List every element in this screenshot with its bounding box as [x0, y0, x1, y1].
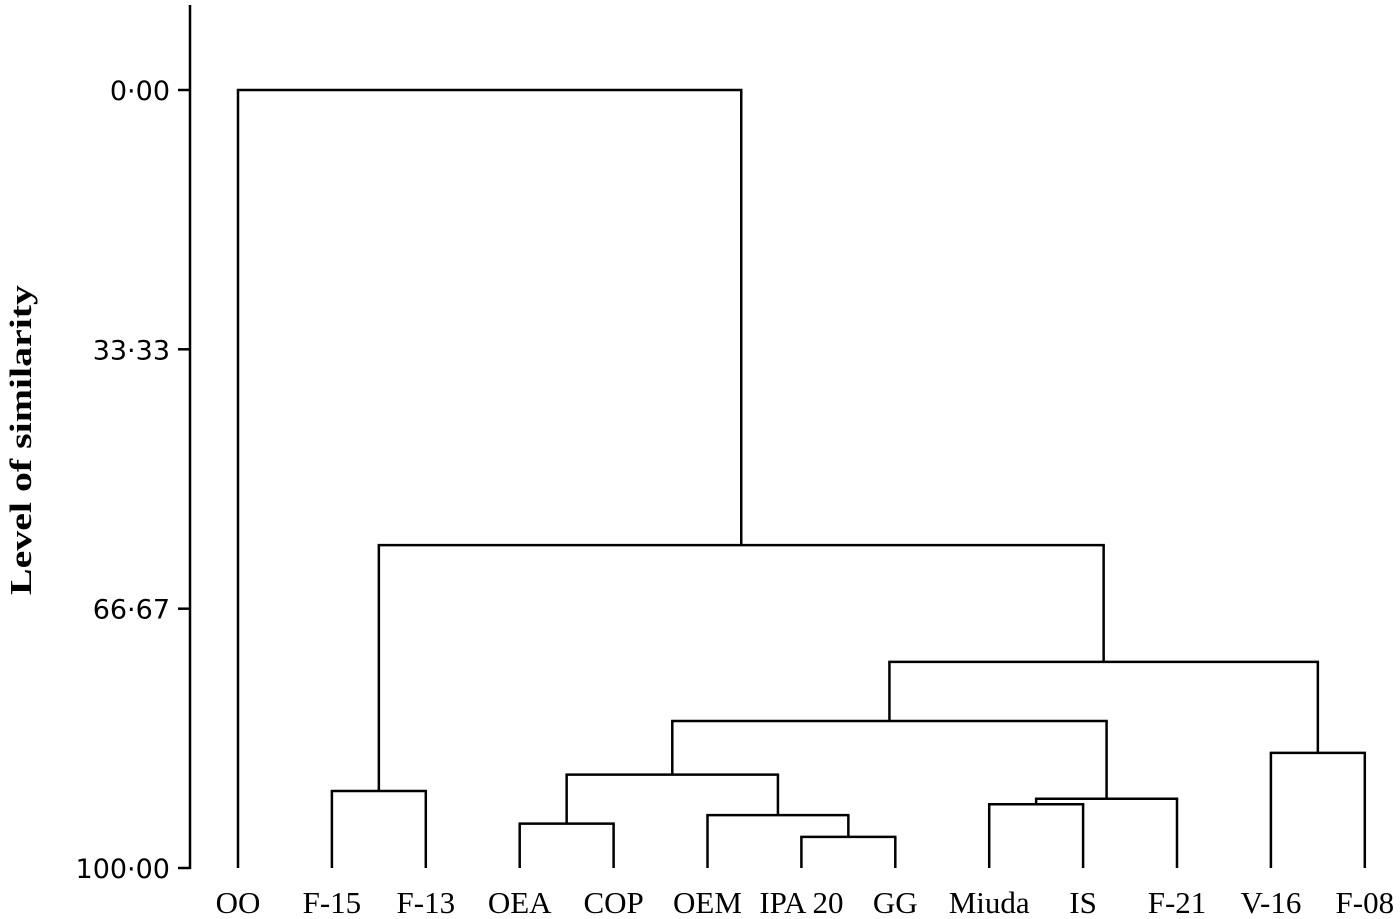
- y-tick-label: 66·67: [93, 595, 170, 626]
- leaf-label: F-15: [303, 885, 362, 919]
- leaf-label: F-21: [1148, 885, 1207, 919]
- leaf-label: Miuda: [949, 885, 1030, 919]
- leaf-label: COP: [583, 885, 643, 919]
- y-tick-label: 33·33: [93, 335, 170, 366]
- leaf-label: IPA 20: [759, 885, 843, 919]
- y-axis-ticks: 0·00 33·33 66·67 100·00: [76, 76, 190, 885]
- dendrogram-links: [236, 88, 1367, 868]
- y-tick-label: 100·00: [76, 854, 170, 885]
- leaf-label: V-16: [1240, 885, 1301, 919]
- leaf-label: IS: [1069, 885, 1097, 919]
- y-tick-label: 0·00: [110, 76, 170, 107]
- leaf-label: OEM: [673, 885, 742, 919]
- leaf-label: GG: [873, 885, 918, 919]
- leaf-label: OEA: [488, 885, 552, 919]
- leaf-label: F-13: [397, 885, 456, 919]
- leaf-label: OO: [216, 885, 261, 919]
- y-axis-title: Level of similarity: [3, 284, 38, 595]
- leaf-labels: OO F-15 F-13 OEA COP OEM IPA 20 GG Miuda IS F-21 V-…: [216, 885, 1394, 919]
- leaf-label: F-08: [1336, 885, 1395, 919]
